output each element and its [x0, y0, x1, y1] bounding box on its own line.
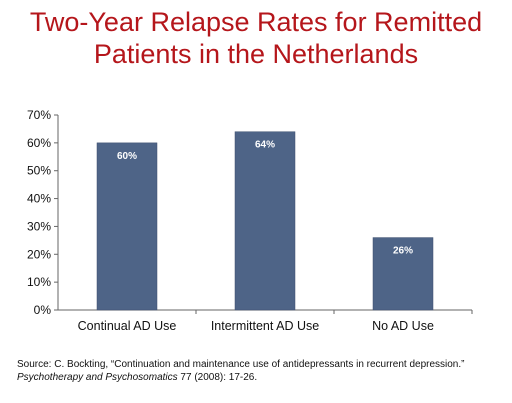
source-citation-rest: 77 (2008): 17-26.	[177, 372, 258, 383]
source-citation: Source: C. Bockting, “Continuation and m…	[17, 358, 507, 384]
y-tick-label: 70%	[27, 108, 51, 122]
x-category-label: Intermittent AD Use	[211, 319, 319, 333]
data-label: 60%	[117, 151, 137, 162]
source-journal: Psychotherapy and Psychosomatics	[17, 372, 178, 383]
x-category-label: Continual AD Use	[78, 319, 177, 333]
chart-title-line-1: Two-Year Relapse Rates for Remitted	[29, 7, 483, 37]
y-tick-label: 50%	[27, 164, 51, 178]
bar	[96, 142, 158, 311]
y-tick-label: 30%	[27, 219, 51, 233]
x-category-label: No AD Use	[372, 319, 434, 333]
chart-title-line-2: Patients in the Netherlands	[93, 39, 419, 69]
source-line-1: Source: C. Bockting, “Continuation and m…	[17, 359, 465, 370]
y-tick-label: 20%	[27, 247, 51, 261]
y-tick-label: 40%	[27, 192, 51, 206]
y-tick-label: 0%	[34, 303, 52, 317]
bar	[372, 237, 434, 311]
data-label: 64%	[255, 140, 275, 151]
y-tick-label: 10%	[27, 275, 51, 289]
data-label: 26%	[393, 246, 413, 257]
chart-title: Two-Year Relapse Rates for Remitted Pati…	[0, 6, 512, 70]
bar	[234, 131, 296, 311]
source-line-2: Psychotherapy and Psychosomatics 77 (200…	[17, 371, 507, 384]
y-tick-label: 60%	[27, 136, 51, 150]
